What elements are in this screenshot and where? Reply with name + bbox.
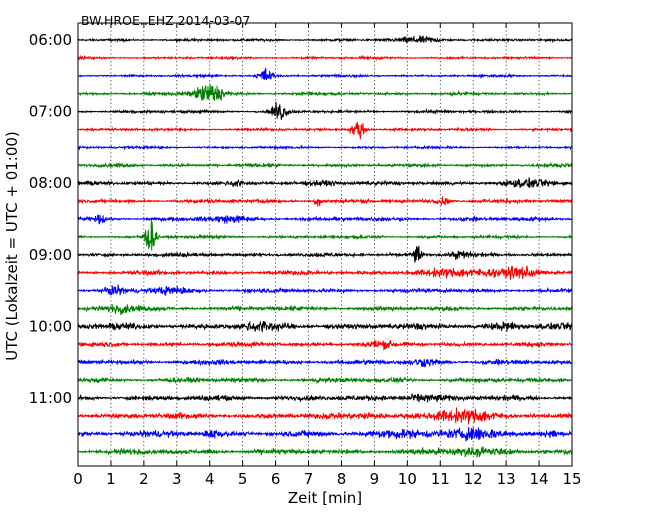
trace-0615 bbox=[77, 54, 573, 62]
x-tick-label-14: 14 bbox=[530, 470, 549, 488]
trace-0730 bbox=[77, 144, 573, 151]
trace-1045 bbox=[77, 376, 573, 385]
y-tick-label-1: 07:00 bbox=[29, 103, 72, 121]
trace-0800 bbox=[77, 177, 573, 189]
x-tick-label-6: 6 bbox=[271, 470, 281, 488]
y-axis-ticks: 06:00 07:00 08:00 09:00 10:00 11:00 bbox=[29, 31, 572, 407]
x-axis-ticks: 0 1 2 3 4 5 6 7 8 9 10 11 12 13 14 15 bbox=[73, 23, 582, 488]
plot-frame bbox=[77, 22, 573, 467]
x-tick-label-3: 3 bbox=[172, 470, 182, 488]
trace-0630 bbox=[77, 67, 573, 80]
trace-0745 bbox=[77, 161, 573, 169]
trace-1100 bbox=[77, 393, 573, 403]
trace-group bbox=[77, 35, 573, 458]
trace-0645 bbox=[77, 84, 573, 101]
x-tick-label-12: 12 bbox=[464, 470, 483, 488]
trace-0900 bbox=[77, 245, 573, 263]
x-tick-label-0: 0 bbox=[73, 470, 83, 488]
trace-0815 bbox=[77, 196, 573, 207]
y-tick-label-2: 08:00 bbox=[29, 174, 72, 192]
trace-1030 bbox=[77, 358, 573, 368]
x-tick-label-8: 8 bbox=[337, 470, 347, 488]
x-tick-label-5: 5 bbox=[238, 470, 248, 488]
trace-0845 bbox=[77, 219, 573, 251]
trace-0945 bbox=[77, 304, 573, 315]
x-tick-label-1: 1 bbox=[106, 470, 116, 488]
y-tick-label-0: 06:00 bbox=[29, 31, 72, 49]
trace-1015 bbox=[77, 339, 573, 351]
x-tick-label-10: 10 bbox=[398, 470, 417, 488]
trace-1000 bbox=[77, 320, 573, 333]
trace-1145 bbox=[77, 446, 573, 458]
x-tick-label-13: 13 bbox=[497, 470, 516, 488]
x-tick-label-2: 2 bbox=[139, 470, 149, 488]
y-tick-label-5: 11:00 bbox=[29, 389, 72, 407]
trace-0700 bbox=[78, 101, 573, 120]
y-tick-label-3: 09:00 bbox=[29, 246, 72, 264]
x-tick-label-7: 7 bbox=[304, 470, 314, 488]
trace-0915 bbox=[77, 265, 573, 280]
x-tick-label-11: 11 bbox=[431, 470, 450, 488]
trace-0715 bbox=[77, 121, 573, 140]
trace-0600 bbox=[77, 35, 573, 45]
x-tick-label-15: 15 bbox=[562, 470, 581, 488]
x-axis-label: Zeit [min] bbox=[288, 489, 362, 507]
vertical-grid bbox=[110, 23, 540, 466]
trace-0830 bbox=[77, 214, 573, 225]
y-tick-label-4: 10:00 bbox=[29, 317, 72, 335]
trace-0930 bbox=[77, 284, 573, 296]
x-tick-label-9: 9 bbox=[370, 470, 380, 488]
chart-title: BW.HROE..EHZ 2014-03-07 bbox=[81, 13, 250, 28]
y-axis-label: UTC (Lokalzeit = UTC + 01:00) bbox=[3, 131, 21, 361]
trace-1130 bbox=[77, 426, 573, 442]
trace-1115 bbox=[77, 407, 573, 425]
x-tick-label-4: 4 bbox=[205, 470, 215, 488]
